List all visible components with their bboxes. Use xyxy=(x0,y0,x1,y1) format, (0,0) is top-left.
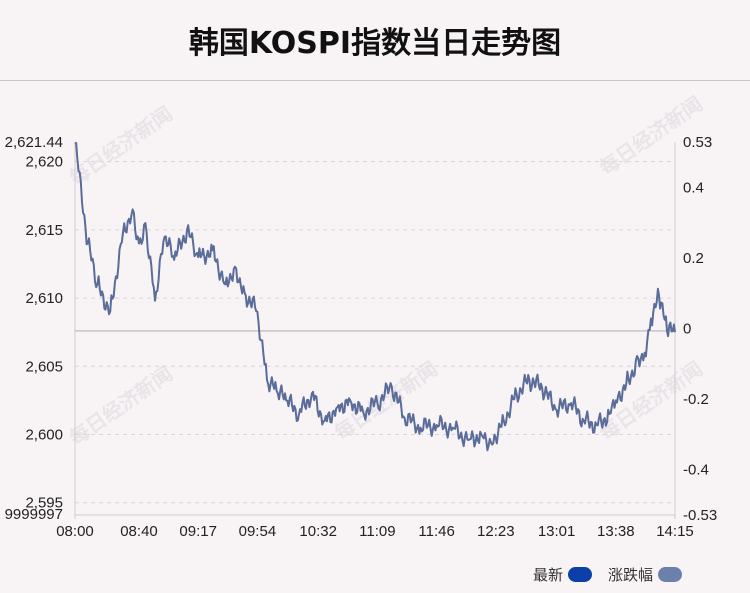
title-divider xyxy=(0,80,750,81)
y-right-tick-label: -0.53 xyxy=(683,507,717,524)
x-tick-label: 10:32 xyxy=(299,523,337,540)
y-left-tick-label: 2,615 xyxy=(25,222,63,239)
x-tick-label: 08:00 xyxy=(56,523,94,540)
x-tick-label: 13:38 xyxy=(597,523,635,540)
legend-item-latest[interactable]: 最新 xyxy=(533,564,593,585)
x-tick-label: 12:23 xyxy=(477,523,515,540)
legend-label-latest: 最新 xyxy=(533,566,564,584)
legend-swatch-latest xyxy=(568,567,593,582)
legend-item-change[interactable]: 涨跌幅 xyxy=(608,564,683,585)
y-right-tick-label: -0.2 xyxy=(683,391,709,408)
y-left-tick-label: 2,600 xyxy=(25,427,63,444)
x-tick-label: 09:54 xyxy=(239,523,277,540)
y-left-tick-label: 2,621.44 xyxy=(5,134,63,151)
y-right-tick-label: 0.53 xyxy=(683,134,712,151)
y-left-tick-label: 2,605 xyxy=(25,358,63,375)
x-tick-label: 09:17 xyxy=(179,523,217,540)
x-axis-ticks: 08:00 08:40 09:17 09:54 10:32 11:09 11:46 12:23… xyxy=(56,523,694,540)
y-left-tick-label: 2,620 xyxy=(25,154,63,171)
y-right-tick-label: 0.2 xyxy=(683,250,704,267)
x-tick-label: 11:09 xyxy=(359,523,395,540)
x-tick-label: 14:15 xyxy=(656,523,694,540)
y-right-tick-label: 0.4 xyxy=(683,180,704,197)
y-right-tick-label: -0.4 xyxy=(683,461,709,478)
series-line-latest xyxy=(74,141,676,452)
series-layer xyxy=(74,141,676,452)
x-tick-label: 13:01 xyxy=(538,523,576,540)
gridlines xyxy=(75,161,675,504)
x-tick-label: 11:46 xyxy=(418,523,454,540)
legend-swatch-change xyxy=(658,567,683,582)
y-left-tick-label: 2,610 xyxy=(25,290,63,307)
chart-title: 韩国KOSPI指数当日走势图 xyxy=(188,26,562,61)
y-axis-left-ticks: 2,621.44 2,620 2,615 2,610 2,605 2,600 2,59599… xyxy=(5,134,63,523)
x-tick-label: 08:40 xyxy=(120,523,158,540)
axes xyxy=(74,142,676,519)
legend-label-change: 涨跌幅 xyxy=(608,566,654,584)
y-left-tick-label: 9999997 xyxy=(5,506,63,523)
y-axis-right-ticks: 0.53 0.4 0.2 0 -0.2 -0.4 -0.53 xyxy=(683,134,717,524)
y-right-tick-label: 0 xyxy=(683,321,691,338)
y-left-tick-label: 2,595 xyxy=(25,495,63,512)
